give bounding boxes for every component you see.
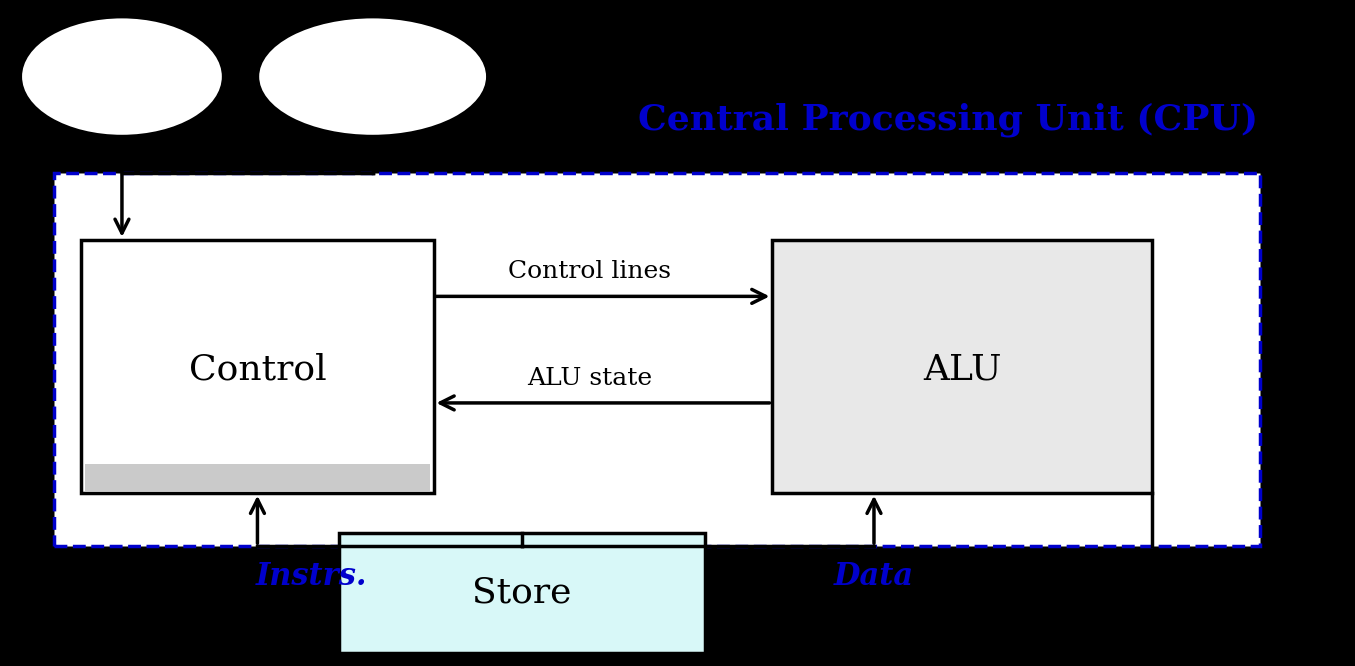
Text: Store: Store — [472, 575, 572, 610]
Ellipse shape — [257, 17, 488, 137]
FancyBboxPatch shape — [85, 464, 430, 491]
Text: ALU: ALU — [923, 352, 1001, 387]
FancyBboxPatch shape — [772, 240, 1152, 493]
Text: Control: Control — [188, 352, 327, 387]
Text: Input: Input — [80, 61, 164, 92]
Text: Control lines: Control lines — [508, 260, 671, 283]
Text: Instrs.: Instrs. — [256, 561, 367, 591]
FancyBboxPatch shape — [54, 173, 1260, 546]
Text: Central Processing Unit (CPU): Central Processing Unit (CPU) — [638, 103, 1259, 137]
Text: Data: Data — [833, 561, 915, 591]
Ellipse shape — [20, 17, 224, 137]
FancyBboxPatch shape — [339, 533, 705, 653]
Text: Output: Output — [318, 61, 427, 92]
Text: ALU state: ALU state — [527, 366, 652, 390]
FancyBboxPatch shape — [81, 240, 434, 493]
